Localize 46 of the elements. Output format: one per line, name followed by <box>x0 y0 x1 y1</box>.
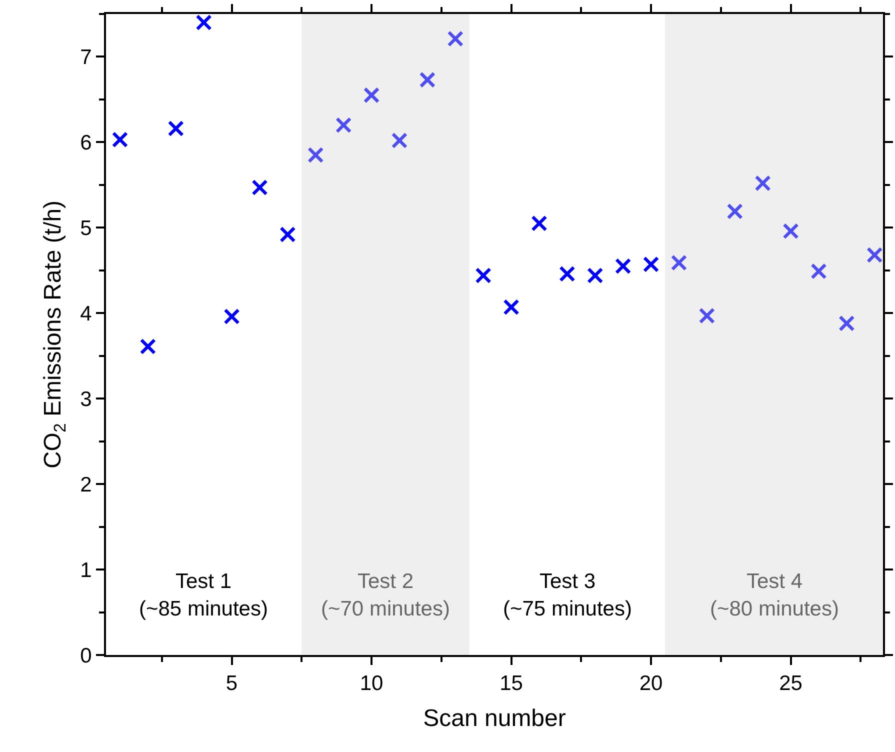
point <box>447 30 464 47</box>
point <box>280 226 296 243</box>
y-tick-label: 3 <box>80 388 92 411</box>
y-tick-label: 2 <box>80 473 92 496</box>
point <box>698 308 716 324</box>
x-tick-label: 10 <box>360 672 384 696</box>
x-tick-label: 25 <box>779 672 802 696</box>
point <box>670 254 688 271</box>
point <box>335 117 352 134</box>
point <box>391 132 408 149</box>
band-label: Test 4 (~80 minutes) <box>710 570 839 620</box>
point <box>642 256 660 273</box>
y-tick-label: 7 <box>80 46 92 70</box>
point <box>252 179 268 196</box>
point <box>112 132 128 148</box>
annotation: Test 1 (~85 minutes) <box>139 570 268 620</box>
point <box>810 263 827 280</box>
y-tick-label: 6 <box>80 132 92 155</box>
x-axis-title: Scan number <box>423 705 566 732</box>
point <box>726 203 743 220</box>
point <box>308 146 324 164</box>
y-tick-label: 5 <box>80 217 92 240</box>
point <box>531 215 548 232</box>
point <box>866 246 883 264</box>
point <box>559 266 576 282</box>
y-tick-label: 4 <box>80 302 92 326</box>
x-tick-label: 20 <box>639 672 663 696</box>
point <box>754 175 771 192</box>
y-tick-label: 1 <box>80 558 92 582</box>
point <box>224 308 240 325</box>
point <box>419 72 436 88</box>
x-tick-label: 15 <box>500 672 523 696</box>
x-tick-label: 5 <box>226 672 238 696</box>
point <box>782 222 799 240</box>
point <box>587 267 604 284</box>
point <box>168 120 184 137</box>
point <box>196 14 212 31</box>
point <box>475 267 492 284</box>
band-label: Test 2 (~70 minutes) <box>321 570 450 620</box>
point <box>140 338 156 355</box>
point <box>503 299 520 316</box>
point <box>614 258 632 274</box>
point <box>838 315 855 332</box>
annotation: Test 3 (~75 minutes) <box>503 570 632 620</box>
y-tick-label: 0 <box>80 644 92 668</box>
point <box>363 87 380 104</box>
